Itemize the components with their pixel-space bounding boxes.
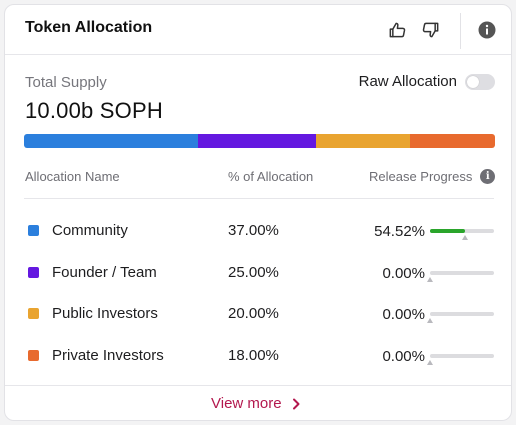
allocation-percent: 20.00% xyxy=(228,305,279,322)
release-progress-marker xyxy=(461,235,468,240)
header-divider xyxy=(460,13,461,49)
allocation-name: Founder / Team xyxy=(52,264,157,281)
allocation-bar-segment xyxy=(410,134,495,148)
toggle-knob xyxy=(467,75,479,88)
column-header-name: Allocation Name xyxy=(25,169,120,184)
card-title: Token Allocation xyxy=(25,19,153,36)
release-progress-label: Release Progress xyxy=(369,169,473,184)
view-more-label: View more xyxy=(211,395,282,412)
color-swatch xyxy=(28,267,39,278)
chevron-right-icon xyxy=(292,398,300,409)
thumbs-down-button[interactable] xyxy=(418,17,444,43)
release-progress-marker xyxy=(427,360,433,365)
release-progress-bar xyxy=(427,312,494,323)
toggle-switch[interactable] xyxy=(465,73,495,90)
table-row: Founder / Team 25.00% 0.00% xyxy=(5,258,511,288)
color-swatch xyxy=(28,225,39,236)
thumbs-up-button[interactable] xyxy=(384,17,410,43)
allocation-name: Public Investors xyxy=(52,305,158,322)
thumbs-up-icon xyxy=(389,22,406,38)
table-row: Private Investors 18.00% 0.00% xyxy=(5,341,511,371)
thumbs-down-icon xyxy=(422,22,439,38)
raw-allocation-toggle[interactable]: Raw Allocation xyxy=(359,73,495,90)
allocation-bar-segment xyxy=(316,134,411,148)
release-progress-marker xyxy=(427,318,433,323)
allocation-percent: 18.00% xyxy=(228,347,279,364)
allocation-name: Community xyxy=(52,222,128,239)
column-header-release: Release Progress i xyxy=(369,169,496,184)
allocation-percent: 37.00% xyxy=(228,222,279,239)
table-row: Public Investors 20.00% 0.00% xyxy=(5,299,511,329)
info-icon xyxy=(478,21,496,39)
allocation-bar-segment xyxy=(198,134,317,148)
allocation-stacked-bar xyxy=(24,134,495,148)
release-progress-bar xyxy=(427,271,494,282)
release-progress-bar xyxy=(430,229,494,240)
table-row: Community 37.00% 54.52% xyxy=(5,216,511,246)
release-progress-marker xyxy=(427,277,433,282)
allocation-name: Private Investors xyxy=(52,347,164,364)
token-allocation-card: Token Allocation Total Supply 10.00b SOP… xyxy=(4,4,512,421)
info-button[interactable] xyxy=(474,17,500,43)
view-more-link[interactable]: View more xyxy=(211,395,300,412)
allocation-bar-segment xyxy=(24,134,199,148)
color-swatch xyxy=(28,308,39,319)
column-header-pct: % of Allocation xyxy=(228,169,314,184)
release-percent: 0.00% xyxy=(382,306,425,323)
color-swatch xyxy=(28,350,39,361)
raw-allocation-label: Raw Allocation xyxy=(358,73,457,90)
total-supply-value: 10.00b SOPH xyxy=(25,98,163,123)
card-header: Token Allocation xyxy=(5,5,511,55)
release-percent: 54.52% xyxy=(374,223,425,240)
allocation-percent: 25.00% xyxy=(228,264,279,281)
release-percent: 0.00% xyxy=(382,348,425,365)
table-divider xyxy=(24,198,494,199)
release-progress-fill xyxy=(430,229,465,233)
card-footer: View more xyxy=(5,385,511,420)
total-supply-label: Total Supply xyxy=(25,74,107,91)
release-percent: 0.00% xyxy=(382,265,425,282)
info-icon[interactable]: i xyxy=(480,169,496,184)
release-progress-bar xyxy=(427,354,494,365)
